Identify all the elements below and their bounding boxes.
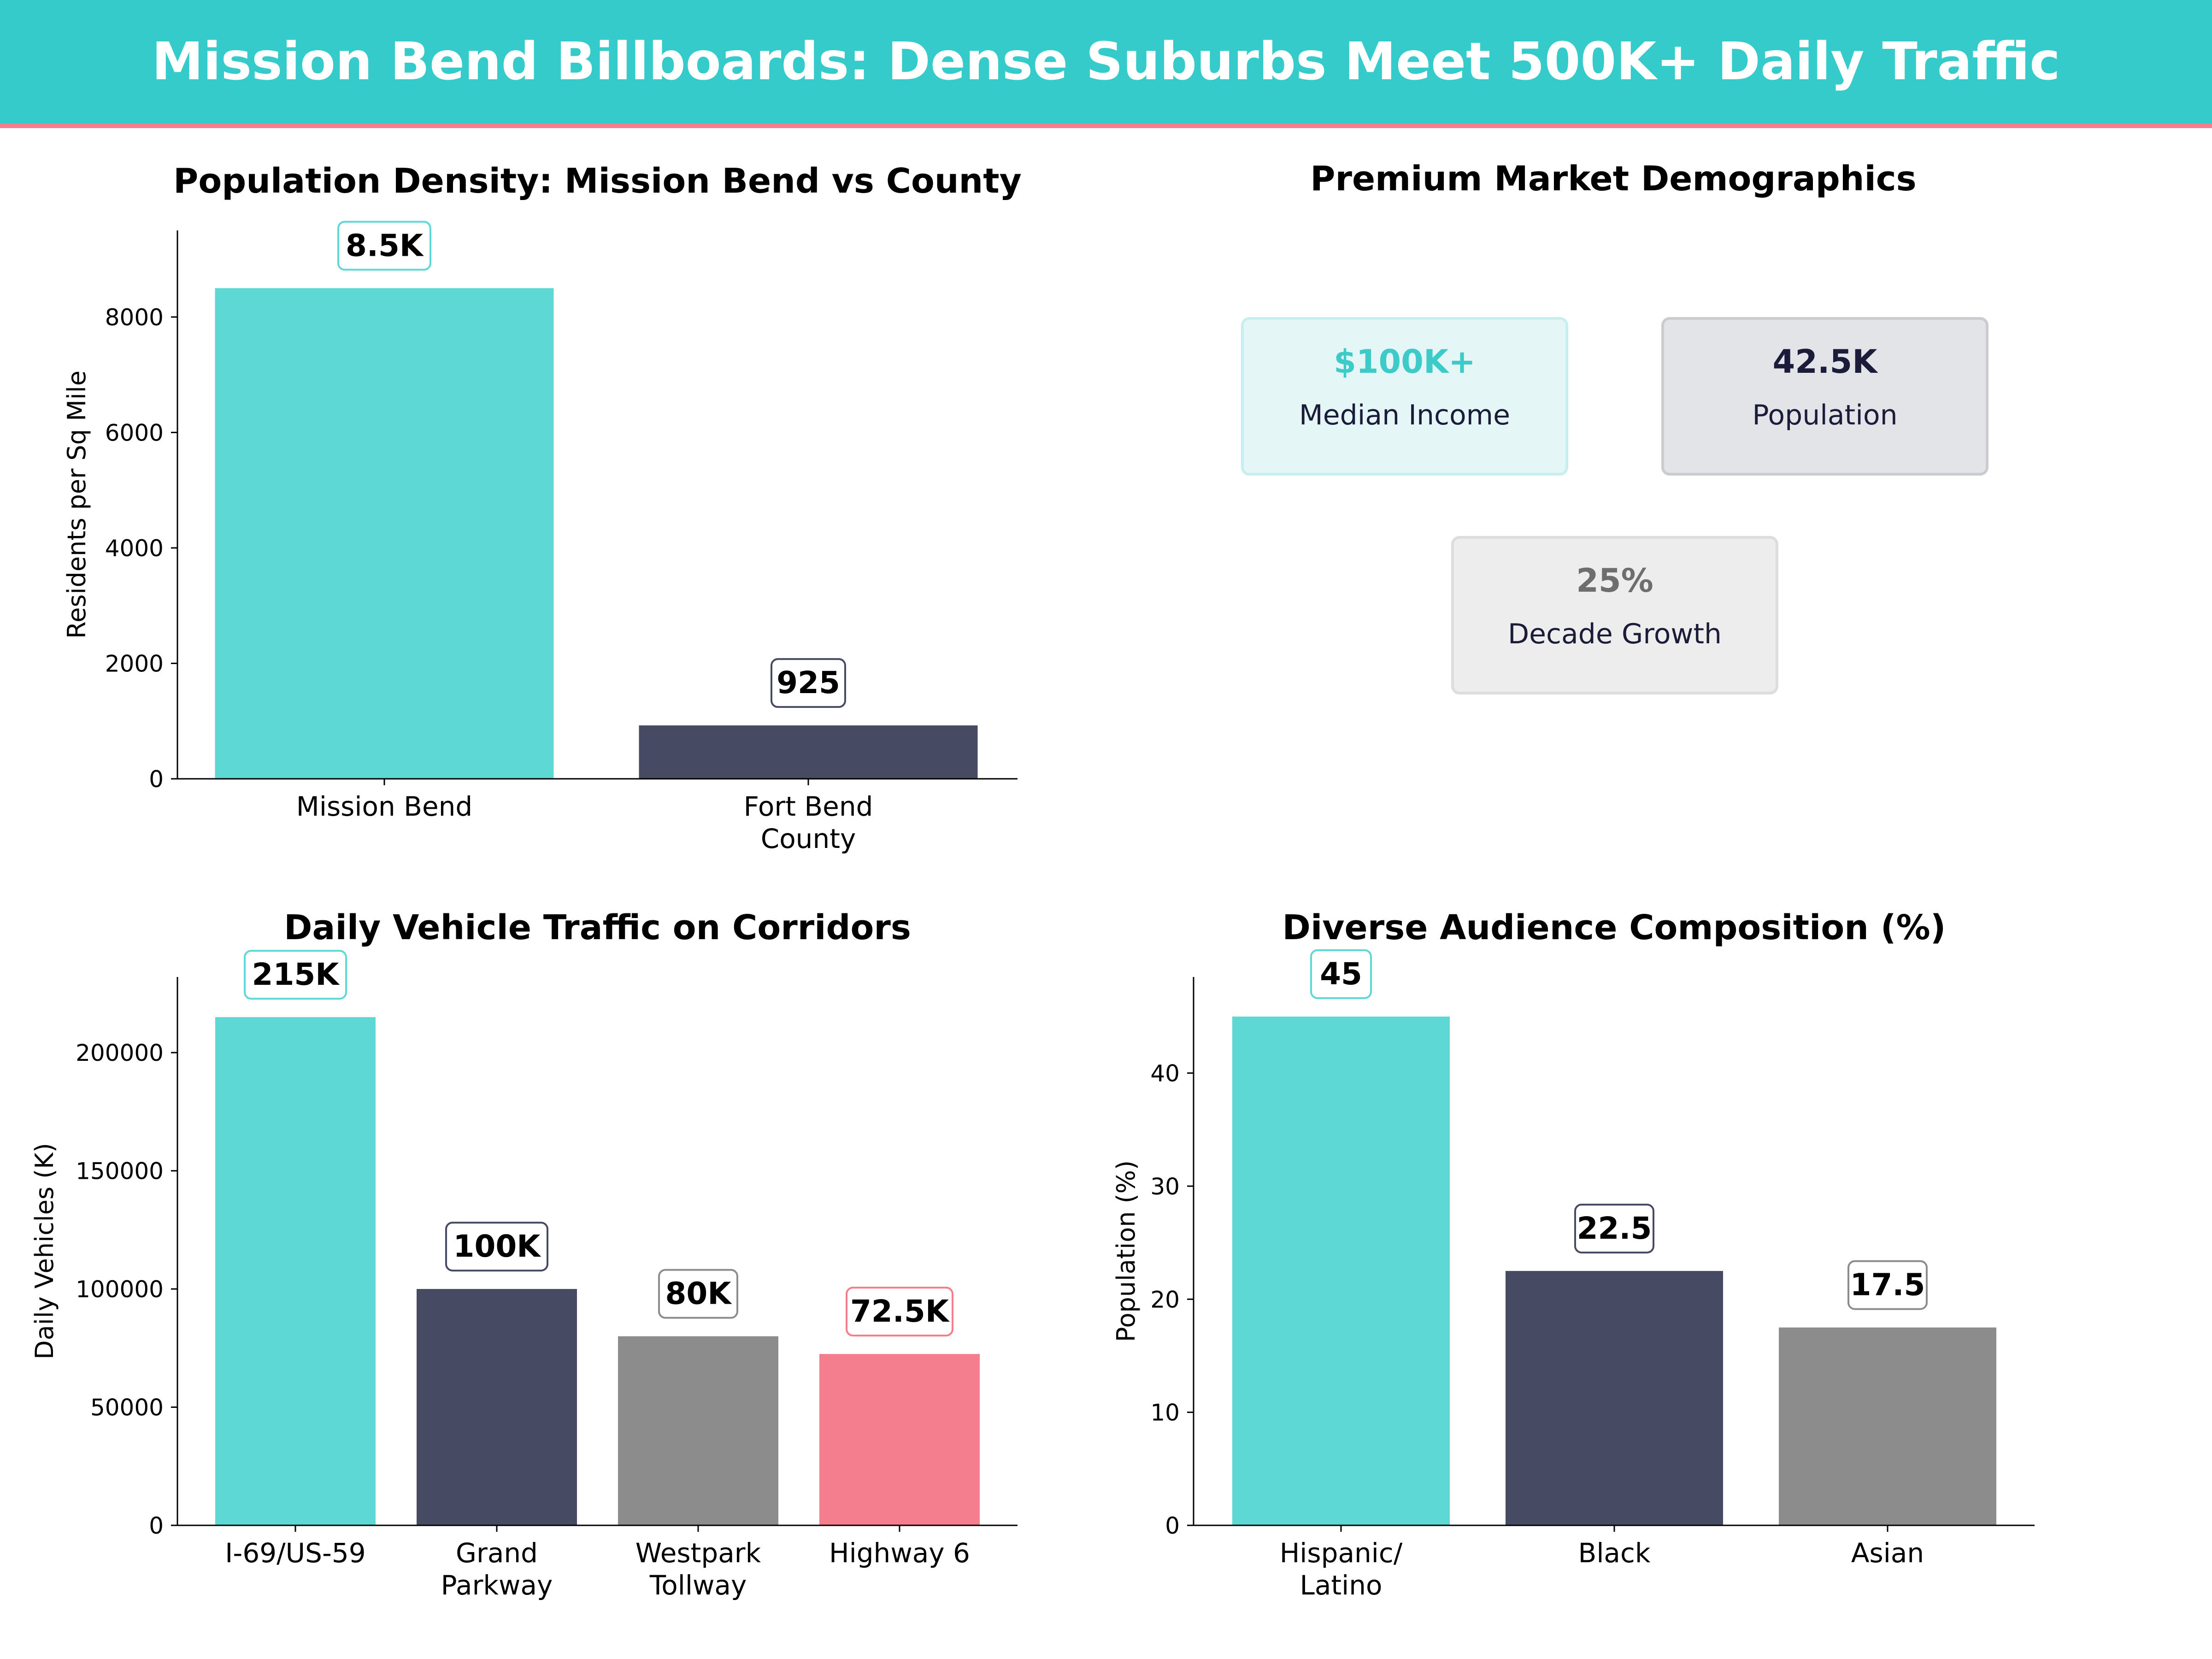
- population-card: 42.5K Population: [1661, 317, 1988, 476]
- density-category-label: Fort Bend County: [744, 791, 873, 854]
- traffic-category-label: Highway 6: [829, 1537, 970, 1569]
- decade-growth-value: 25%: [1454, 562, 1776, 600]
- median-income-label: Median Income: [1244, 399, 1565, 431]
- density-y-axis-label: Residents per Sq Mile: [62, 371, 91, 639]
- audience-data-label: 17.5: [1850, 1267, 1925, 1303]
- audience-bar: [1506, 1271, 1723, 1525]
- audience-category-label: Black: [1578, 1537, 1651, 1569]
- audience-y-axis-label: Population (%): [1112, 1160, 1141, 1342]
- density-data-label: 8.5K: [346, 228, 424, 263]
- density-category-label: Mission Bend: [296, 791, 472, 822]
- density-y-tick-label: 2000: [105, 650, 164, 677]
- traffic-data-label: 215K: [252, 957, 341, 992]
- charts-canvas: Population Density: Mission Bend vs Coun…: [0, 0, 2212, 1659]
- demographics-title: Premium Market Demographics: [1155, 159, 2072, 199]
- traffic-category-label: I-69/US-59: [225, 1537, 365, 1569]
- population-label: Population: [1664, 399, 1986, 431]
- audience-category-label: Hispanic/Latino: [1280, 1537, 1403, 1601]
- traffic-data-label: 80K: [665, 1276, 733, 1312]
- density-y-tick-label: 8000: [105, 304, 164, 331]
- audience-y-tick-label: 10: [1150, 1400, 1180, 1426]
- density-bar: [639, 725, 978, 779]
- density-chart-title: Population Density: Mission Bend vs Coun…: [173, 161, 1022, 201]
- traffic-y-tick-label: 100000: [76, 1276, 164, 1303]
- audience-bar: [1232, 1017, 1450, 1525]
- traffic-data-label: 72.5K: [850, 1294, 950, 1329]
- traffic-category-label: Westpark Tollway: [635, 1537, 761, 1601]
- audience-chart-title: Diverse Audience Composition (%): [1282, 908, 1946, 947]
- traffic-y-tick-label: 50000: [90, 1394, 164, 1421]
- audience-y-tick-label: 0: [1165, 1512, 1180, 1539]
- traffic-bar: [417, 1289, 577, 1525]
- traffic-y-tick-label: 150000: [76, 1158, 164, 1185]
- traffic-bar: [819, 1354, 980, 1525]
- density-y-tick-label: 6000: [105, 419, 164, 446]
- traffic-bar: [215, 1017, 376, 1525]
- median-income-card: $100K+ Median Income: [1241, 317, 1568, 476]
- population-value: 42.5K: [1664, 343, 1986, 381]
- audience-y-tick-label: 30: [1150, 1173, 1180, 1200]
- traffic-data-label: 100K: [453, 1229, 542, 1264]
- audience-data-label: 22.5: [1577, 1211, 1652, 1246]
- audience-y-tick-label: 20: [1150, 1286, 1180, 1313]
- traffic-bar: [618, 1336, 778, 1525]
- audience-bar: [1779, 1328, 1996, 1525]
- audience-y-tick-label: 40: [1150, 1060, 1180, 1087]
- density-bar: [215, 288, 554, 779]
- traffic-y-axis-label: Daily Vehicles (K): [30, 1143, 59, 1359]
- density-y-tick-label: 0: [149, 766, 164, 793]
- density-data-label: 925: [777, 665, 840, 700]
- decade-growth-label: Decade Growth: [1454, 618, 1776, 650]
- traffic-category-label: Grand Parkway: [441, 1537, 553, 1601]
- traffic-chart-title: Daily Vehicle Traffic on Corridors: [284, 908, 911, 947]
- median-income-value: $100K+: [1244, 343, 1565, 381]
- traffic-y-tick-label: 200000: [76, 1040, 164, 1066]
- audience-data-label: 45: [1320, 956, 1362, 992]
- density-y-tick-label: 4000: [105, 535, 164, 562]
- audience-category-label: Asian: [1851, 1537, 1924, 1569]
- traffic-y-tick-label: 0: [149, 1512, 164, 1539]
- decade-growth-card: 25% Decade Growth: [1451, 536, 1778, 694]
